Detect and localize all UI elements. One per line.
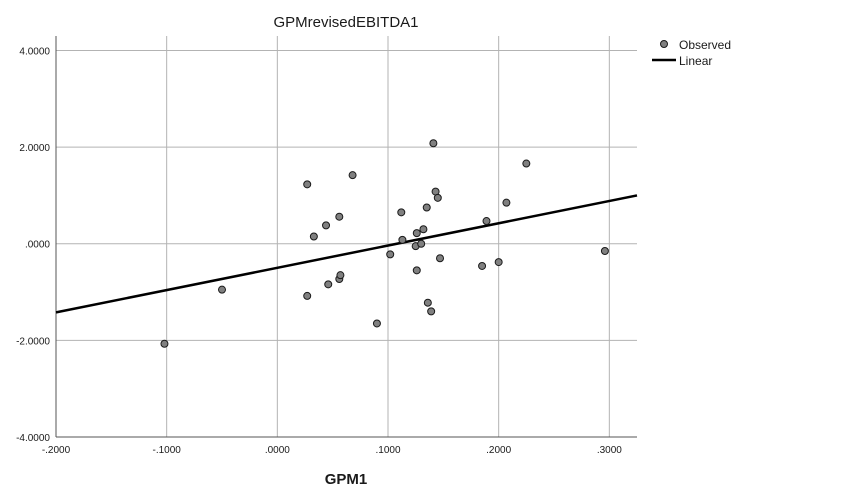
- observed-point: [502, 198, 511, 207]
- observed-point: [160, 339, 169, 348]
- observed-point: [335, 212, 344, 221]
- observed-point: [412, 266, 421, 275]
- linear-fit-line: [55, 194, 638, 314]
- x-axis-label: GPM1: [325, 471, 368, 488]
- observed-point: [398, 235, 407, 244]
- observed-point: [436, 254, 445, 263]
- observed-point: [303, 291, 312, 300]
- observed-point: [429, 139, 438, 148]
- observed-point: [322, 221, 331, 230]
- y-tick-label: 2.0000: [19, 143, 50, 154]
- y-tick-label: -4.0000: [16, 433, 50, 444]
- observed-point: [427, 307, 436, 316]
- x-tick-label: .0000: [265, 445, 290, 456]
- legend-linear-label: Linear: [679, 54, 712, 68]
- grid-lines: [56, 36, 637, 437]
- x-tick-label: -.2000: [42, 445, 71, 456]
- observed-point: [600, 246, 609, 255]
- observed-point: [522, 159, 531, 168]
- legend: Observed Linear: [652, 38, 731, 68]
- observed-point: [478, 261, 487, 270]
- chart-title: GPMrevisedEBITDA1: [273, 14, 418, 31]
- y-tick-label: .0000: [25, 240, 50, 251]
- observed-point: [386, 250, 395, 259]
- x-tick-label: .3000: [597, 445, 622, 456]
- observed-point: [422, 203, 431, 212]
- observed-point: [423, 298, 432, 307]
- x-tick-label: .1000: [375, 445, 400, 456]
- x-tick-label: .2000: [486, 445, 511, 456]
- observed-point: [372, 319, 381, 328]
- y-tick-label: 4.0000: [19, 46, 50, 57]
- observed-point: [482, 217, 491, 226]
- observed-points: [160, 139, 609, 348]
- observed-point: [412, 229, 421, 238]
- legend-observed-marker: [660, 40, 668, 48]
- observed-point: [419, 225, 428, 234]
- legend-observed-label: Observed: [679, 38, 731, 52]
- observed-point: [397, 208, 406, 217]
- tick-labels: -.2000 -.1000 .0000 .1000 .2000 .3000 -4.0000 -…: [16, 46, 622, 456]
- observed-point: [348, 171, 357, 180]
- observed-point: [417, 239, 426, 248]
- observed-point: [309, 232, 318, 241]
- observed-point: [494, 258, 503, 267]
- observed-point: [336, 271, 345, 280]
- observed-point: [303, 180, 312, 189]
- axes: [55, 36, 637, 438]
- observed-point: [433, 193, 442, 202]
- x-tick-label: -.1000: [152, 445, 181, 456]
- y-tick-label: -2.0000: [16, 336, 50, 347]
- observed-point: [218, 285, 226, 294]
- fit-line-group: [55, 194, 638, 314]
- observed-point: [324, 280, 333, 289]
